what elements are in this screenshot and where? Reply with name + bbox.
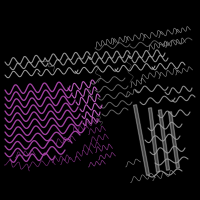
Polygon shape xyxy=(169,112,179,168)
Polygon shape xyxy=(159,110,169,170)
Polygon shape xyxy=(149,108,159,172)
Polygon shape xyxy=(134,105,149,175)
